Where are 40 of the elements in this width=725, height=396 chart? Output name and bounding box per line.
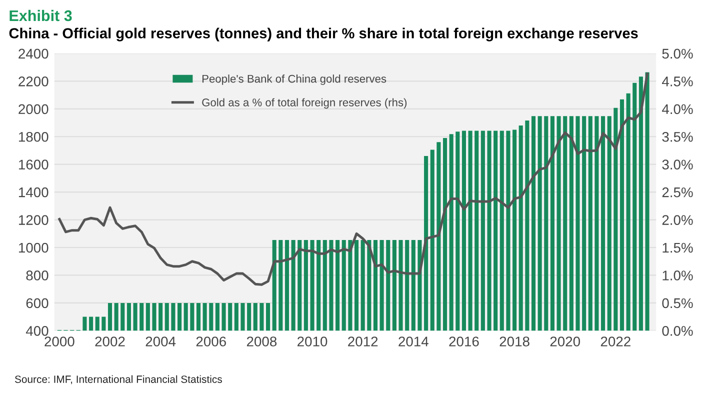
x-tick-label: 2002 — [95, 336, 125, 346]
x-tick-label: 2004 — [146, 336, 176, 346]
x-tick-label: 2022 — [600, 336, 630, 346]
x-tick-label: 2006 — [196, 336, 226, 346]
x-tick-label: 2014 — [398, 336, 428, 346]
y-tick-label: 2400 — [18, 48, 48, 59]
y-tick-label: 1400 — [18, 187, 48, 198]
x-tick-label: 2008 — [246, 336, 277, 346]
y2-tick-label: 1.0% — [662, 270, 693, 280]
y2-tick-label: 4.0% — [662, 104, 693, 114]
y2-tick-label: 2.0% — [662, 215, 693, 225]
line-series — [58, 72, 649, 286]
x-tick-label: 2000 — [44, 336, 74, 346]
x-tick-label: 2020 — [550, 336, 580, 346]
y2-tick-label: 0.5% — [662, 298, 693, 308]
source-note: Source: IMF, International Financial Statistics — [14, 375, 222, 384]
x-tick-label: 2016 — [449, 336, 479, 346]
chart-subtitle: China - Official gold reserves (tonnes) and their % share in total foreign exchange reserves — [9, 28, 638, 42]
y-tick-label: 1600 — [18, 160, 48, 170]
y2-tick-label: 4.5% — [662, 76, 693, 86]
y-tick-label: 1200 — [18, 215, 48, 225]
legend-label: Gold as a % of total foreign reserves (rhs) — [202, 98, 407, 109]
y2-tick-label: 2.5% — [662, 187, 693, 198]
chart-title: Exhibit 3 — [10, 10, 72, 22]
y-tick-label: 600 — [26, 298, 48, 308]
y-tick-label: 400 — [26, 326, 48, 336]
y-tick-label: 1800 — [18, 132, 48, 142]
y-tick-label: 800 — [26, 270, 48, 280]
y-tick-label: 2200 — [18, 76, 48, 86]
y2-tick-label: 3.5% — [662, 132, 693, 142]
y2-tick-label: 1.5% — [662, 242, 693, 253]
y2-tick-label: 0.0% — [662, 326, 693, 336]
legend-label: People's Bank of China gold reserves — [202, 74, 386, 85]
x-tick-label: 2018 — [500, 336, 530, 346]
y2-tick-label: 3.0% — [662, 160, 693, 170]
y-tick-label: 2000 — [18, 104, 48, 114]
y-tick-label: 1000 — [18, 242, 48, 253]
x-tick-label: 2012 — [348, 336, 378, 346]
y2-tick-label: 5.0% — [662, 48, 693, 59]
x-tick-label: 2010 — [298, 336, 328, 346]
